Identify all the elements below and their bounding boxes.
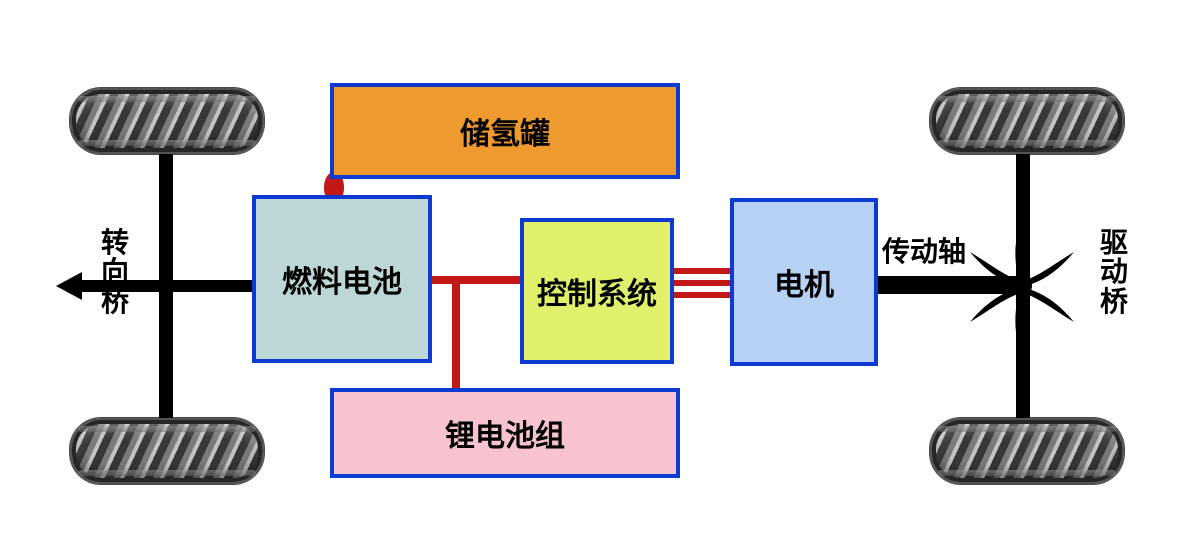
tire-front-bottom xyxy=(70,418,264,484)
fuel-cell-label: 燃料电池 xyxy=(282,257,402,301)
tire-front-top xyxy=(70,88,264,154)
drive-axle-label: 驱动桥 xyxy=(1100,228,1128,316)
tire-rear-bottom xyxy=(930,418,1124,484)
red-line xyxy=(674,268,730,274)
tire-rear-top xyxy=(930,88,1124,154)
arrow-left-icon xyxy=(56,272,82,300)
hydrogen-tank-box: 储氢罐 xyxy=(330,83,680,179)
differential-icon xyxy=(962,204,1082,364)
lithium-pack-label: 锂电池组 xyxy=(445,411,565,455)
motor-box: 电机 xyxy=(730,198,878,366)
red-line xyxy=(452,276,460,388)
red-line xyxy=(674,292,730,298)
diagram-canvas: 储氢罐 燃料电池 控制系统 电机 锂电池组 转向桥 传动轴 驱动桥 xyxy=(0,0,1190,556)
control-system-label: 控制系统 xyxy=(537,269,657,313)
drive-shaft-label: 传动轴 xyxy=(882,230,966,270)
hydrogen-tank-label: 储氢罐 xyxy=(460,109,550,153)
red-line xyxy=(432,276,520,284)
steering-axle-label: 转向桥 xyxy=(101,228,129,316)
red-line xyxy=(674,280,730,286)
control-system-box: 控制系统 xyxy=(520,218,674,364)
fuel-cell-box: 燃料电池 xyxy=(252,195,432,363)
lithium-pack-box: 锂电池组 xyxy=(330,388,680,478)
motor-label: 电机 xyxy=(774,260,834,304)
